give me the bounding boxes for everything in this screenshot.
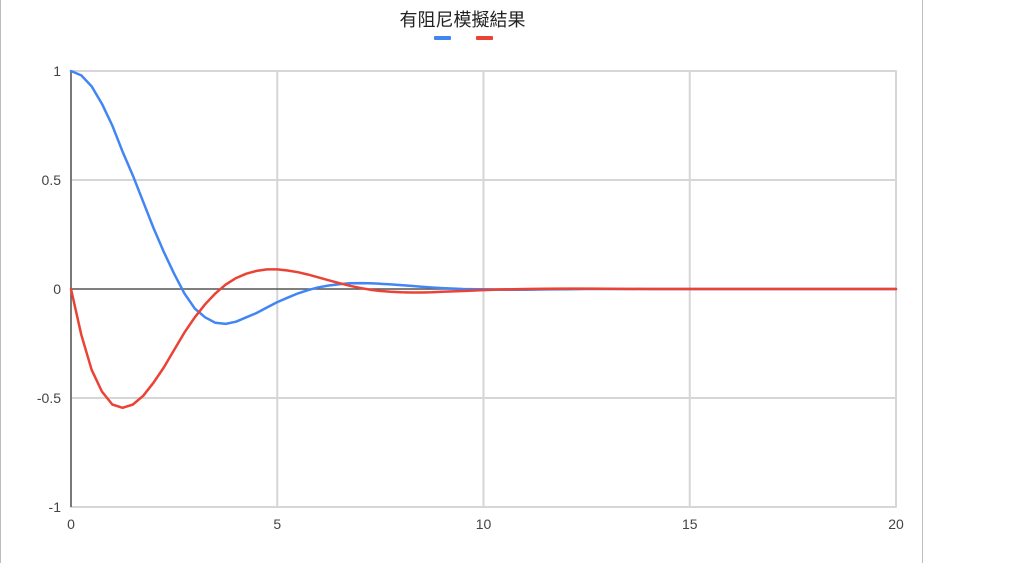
- x-tick-label: 5: [273, 516, 281, 532]
- y-tick-label: -0.5: [37, 390, 61, 406]
- chart-title: 有阻尼模擬結果: [399, 10, 526, 31]
- legend-swatch-1: [434, 36, 451, 40]
- x-tick-label: 15: [682, 516, 698, 532]
- legend-swatch-2: [476, 36, 493, 40]
- x-tick-label: 10: [476, 516, 492, 532]
- x-tick-label: 0: [67, 516, 75, 532]
- y-tick-label: 0: [53, 281, 61, 297]
- x-tick-label: 20: [888, 516, 904, 532]
- y-tick-label: 0.5: [42, 172, 62, 188]
- y-tick-label: -1: [49, 499, 62, 515]
- chart-frame: 有阻尼模擬結果 0 5 10 15 20 1 0.5 0 -0.5 -1: [0, 0, 923, 563]
- y-tick-label: 1: [53, 63, 61, 79]
- series-line-2: [69, 268, 898, 410]
- chart-svg: 0 5 10 15 20 1 0.5 0 -0.5 -1: [37, 36, 904, 532]
